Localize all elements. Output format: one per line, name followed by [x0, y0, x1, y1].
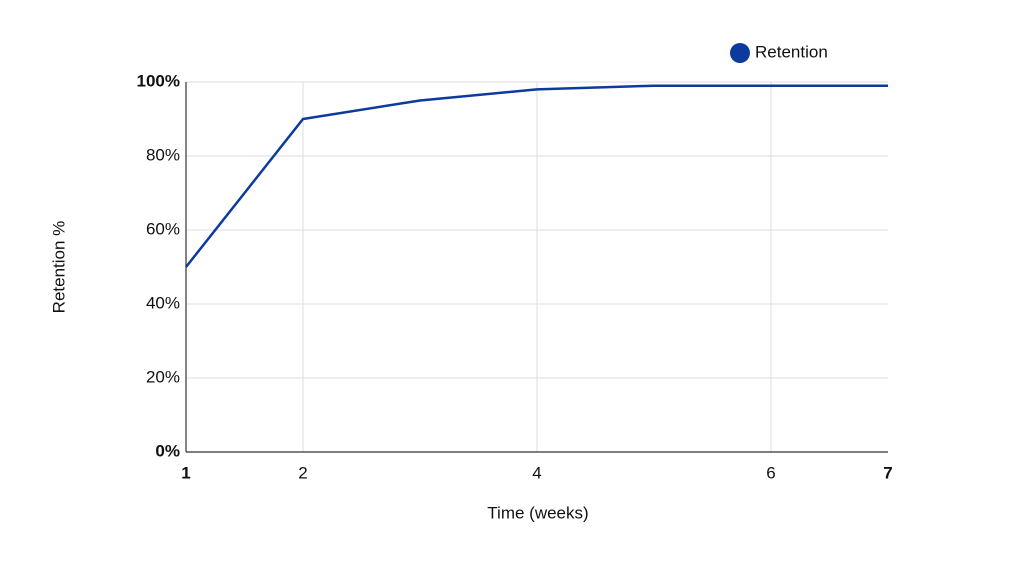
legend-label: Retention	[755, 42, 828, 61]
x-axis-label: Time (weeks)	[487, 503, 588, 522]
legend-marker	[730, 43, 750, 63]
data-line	[185, 84, 888, 268]
y-tick-label: 60%	[146, 219, 180, 238]
x-tick-label: 2	[298, 463, 307, 482]
y-tick-label: 100%	[137, 71, 180, 90]
x-tick-label: 7	[883, 463, 892, 482]
y-tick-label: 80%	[146, 145, 180, 164]
x-tick-label: 6	[766, 463, 775, 482]
y-tick-label: 40%	[146, 293, 180, 312]
y-axis-label: Retention %	[49, 221, 68, 314]
x-tick-label: 4	[532, 463, 541, 482]
y-tick-label: 0%	[155, 441, 180, 460]
y-tick-label: 20%	[146, 367, 180, 386]
x-tick-label: 1	[181, 463, 190, 482]
